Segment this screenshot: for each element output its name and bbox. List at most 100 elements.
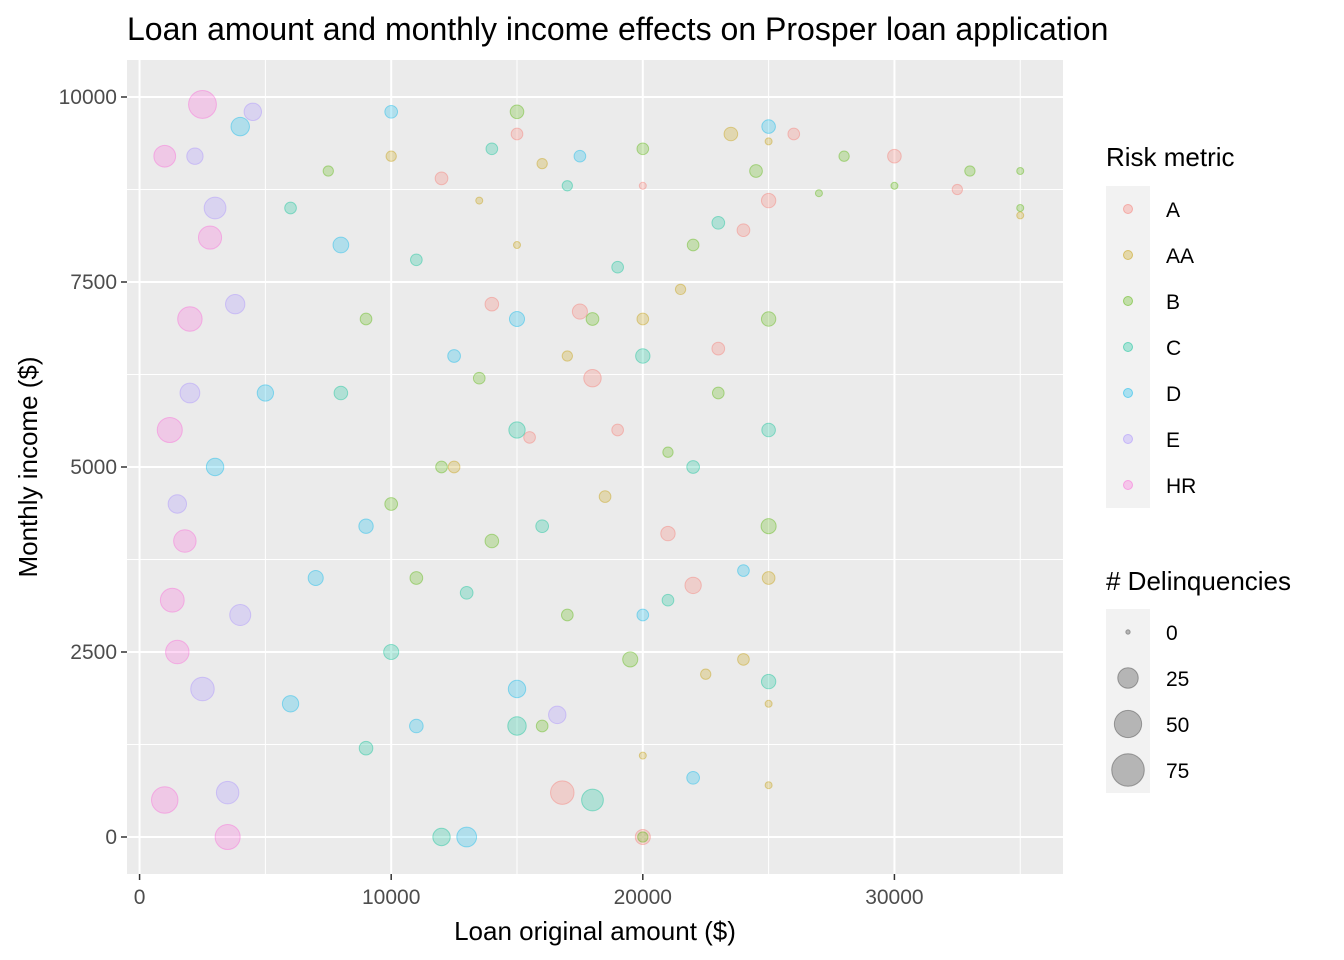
legend-swatch-d (1123, 388, 1133, 398)
x-tick-label: 10000 (362, 886, 420, 909)
point-b (535, 719, 549, 733)
y-tick-label: 10000 (59, 86, 117, 109)
chart-title: Loan amount and monthly income effects o… (127, 11, 1108, 47)
point-a (634, 828, 651, 846)
point-d (256, 384, 275, 402)
point-d (230, 116, 250, 137)
point-aa (513, 241, 521, 249)
point-c (711, 215, 726, 230)
legend-delinquencies-title: # Delinquencies (1106, 566, 1291, 596)
legend-key-b (1106, 278, 1150, 324)
legend-key-aa (1106, 232, 1150, 278)
legend-risk-metric-title: Risk metric (1106, 142, 1235, 172)
point-b (814, 189, 823, 198)
point-c (284, 201, 297, 215)
x-tick-label: 30000 (865, 886, 923, 909)
point-b (760, 311, 777, 327)
point-c (459, 585, 474, 600)
point-d (447, 349, 461, 363)
point-d (761, 119, 776, 134)
point-aa (536, 157, 548, 170)
point-c (410, 253, 423, 267)
point-a (760, 192, 777, 209)
point-b (749, 164, 763, 178)
point-c (508, 421, 526, 439)
point-aa (764, 699, 773, 708)
y-tick-label: 2500 (70, 641, 117, 664)
point-a (951, 183, 963, 196)
point-b (409, 571, 424, 585)
legend-swatch-hr (1123, 480, 1133, 490)
point-c (507, 716, 527, 736)
point-d (456, 826, 478, 848)
point-a (550, 780, 575, 805)
point-c (611, 260, 624, 274)
point-d (507, 679, 527, 699)
point-c (358, 740, 374, 756)
point-b (560, 608, 574, 622)
point-aa (638, 751, 647, 760)
point-aa (598, 490, 612, 503)
point-b (509, 104, 525, 120)
point-hr (177, 306, 203, 332)
point-aa (674, 283, 687, 296)
point-aa (447, 460, 461, 474)
legend-label-b: B (1166, 291, 1180, 314)
legend-label-d: D (1166, 383, 1181, 406)
point-a (611, 423, 624, 437)
y-axis-title: Monthly income ($) (13, 356, 43, 577)
point-b (964, 165, 976, 177)
point-a (660, 525, 676, 542)
y-tick-label: 7500 (70, 271, 117, 294)
legend-label-e: E (1166, 429, 1180, 452)
x-axis: 0 10000 20000 30000 (134, 874, 924, 909)
point-aa (700, 668, 712, 680)
point-hr (188, 89, 217, 119)
point-aa (1016, 211, 1025, 220)
legend-key-c (1106, 324, 1150, 370)
legend-size-swatch (1117, 667, 1139, 689)
point-e (548, 705, 567, 725)
point-a (887, 148, 902, 164)
point-e (186, 147, 204, 165)
point-hr (173, 529, 197, 553)
point-b (686, 238, 700, 252)
point-a (523, 431, 536, 444)
legend-delinquencies: # Delinquencies 0 25 50 75 (1106, 566, 1291, 793)
point-b (838, 150, 850, 162)
point-d (384, 104, 399, 119)
point-b (322, 165, 334, 177)
point-a (484, 296, 500, 312)
point-d (358, 518, 374, 534)
point-a (787, 127, 801, 141)
point-aa (764, 781, 773, 790)
point-b (622, 651, 639, 668)
point-e (190, 676, 215, 702)
legend-key-e (1106, 416, 1150, 462)
point-c (686, 460, 700, 474)
point-e (243, 102, 263, 122)
point-a (510, 127, 524, 141)
legend-key-hr (1106, 462, 1150, 508)
legend-size-swatch (1125, 629, 1131, 635)
point-c (761, 422, 776, 438)
point-hr (156, 416, 183, 444)
point-b (890, 181, 899, 190)
plot-panel (127, 60, 1063, 874)
legend-label-aa: AA (1166, 245, 1194, 268)
legend-size-key (1106, 747, 1150, 793)
point-hr (197, 225, 223, 250)
point-a (711, 341, 726, 356)
point-d (573, 149, 587, 163)
point-e (229, 603, 252, 627)
y-tick-label: 0 (105, 826, 117, 849)
point-b (435, 460, 448, 474)
point-b (636, 142, 650, 156)
point-d (636, 608, 650, 622)
x-axis-title: Loan original amount ($) (454, 916, 736, 946)
point-hr (214, 823, 241, 851)
point-aa (737, 653, 750, 666)
point-aa (764, 137, 773, 146)
